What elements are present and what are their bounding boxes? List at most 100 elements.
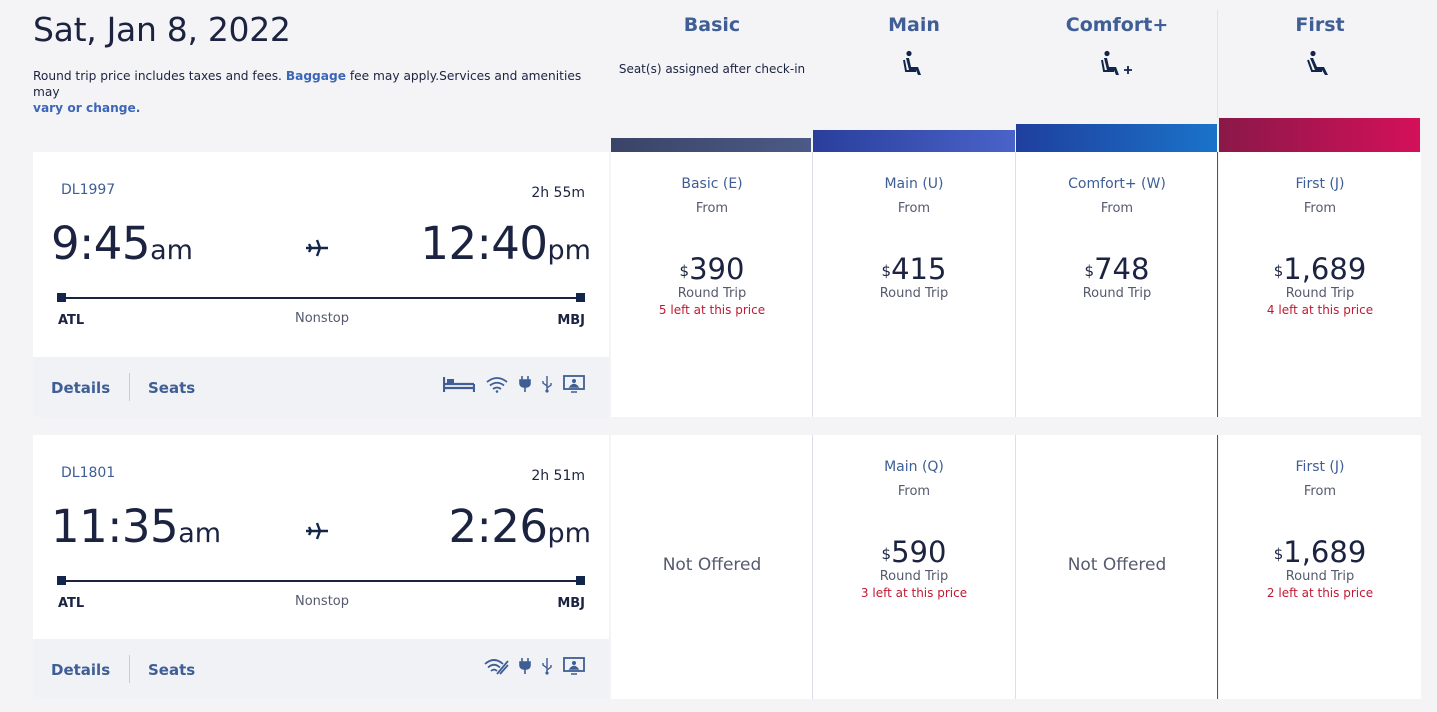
fare-from-label: From	[897, 201, 931, 216]
flight-number[interactable]: DL1801	[61, 465, 116, 481]
fare-price: $390	[611, 252, 813, 286]
fare-price-value: 390	[689, 252, 745, 286]
flight-card[interactable]: DL1801 2h 51m 11:35am 2:26pm ATL Nonstop…	[33, 435, 609, 699]
vary-or-change-link[interactable]: vary or change.	[33, 101, 141, 115]
stops-label: Nonstop	[295, 311, 349, 326]
flight-card-footer: Details Seats	[33, 357, 609, 417]
flight-card[interactable]: DL1997 2h 55m 9:45am 12:40pm ATL Nonstop…	[33, 152, 609, 417]
wifi-icon[interactable]	[485, 375, 509, 397]
seat-plus-icon	[1016, 50, 1218, 80]
cell-divider	[812, 152, 813, 417]
fare-price: $415	[813, 252, 1015, 286]
currency-symbol: $	[881, 262, 892, 280]
seats-link[interactable]: Seats	[148, 379, 196, 397]
usb-icon[interactable]	[541, 657, 553, 679]
currency-symbol: $	[881, 545, 892, 563]
departure-ampm: am	[150, 235, 193, 266]
currency-symbol: $	[679, 262, 690, 280]
origin-airport: ATL	[58, 596, 85, 611]
flight-duration: 2h 51m	[531, 468, 585, 484]
fare-from-label: From	[1303, 201, 1337, 216]
fare-from-label: From	[1100, 201, 1134, 216]
fare-trip-type: Round Trip	[1285, 569, 1355, 584]
stops-label: Nonstop	[295, 594, 349, 609]
cabin-header-basic[interactable]: Basic Seat(s) assigned after check-in	[611, 14, 813, 76]
footer-divider	[129, 373, 130, 401]
seats-left-notice: 4 left at this price	[1266, 303, 1374, 317]
baggage-link[interactable]: Baggage	[285, 69, 346, 83]
fare-class: Comfort+ (W)	[1068, 176, 1166, 192]
fare-class: Basic (E)	[681, 176, 743, 192]
airplane-icon	[305, 238, 329, 262]
cell-divider	[812, 435, 813, 699]
destination-airport: MBJ	[557, 596, 585, 611]
arrival-time: 2:26pm	[448, 497, 591, 564]
comfort-cabin-bar	[1016, 124, 1217, 152]
cabin-header-main[interactable]: Main	[813, 14, 1015, 80]
fare-class: First (J)	[1295, 459, 1345, 475]
seats-left-notice: 2 left at this price	[1266, 586, 1374, 600]
fare-from-label: From	[1303, 484, 1337, 499]
currency-symbol: $	[1084, 262, 1095, 280]
fare-cell-main[interactable]: Main (U) From $415 Round Trip	[813, 152, 1015, 417]
destination-marker	[576, 293, 585, 302]
fare-cell-first[interactable]: First (J) From $1,689 Round Trip 4 left …	[1219, 152, 1421, 417]
cabin-header-comfort-plus[interactable]: Comfort+	[1016, 14, 1218, 80]
departure-time: 9:45am	[51, 214, 193, 281]
fare-price: $1,689	[1219, 535, 1421, 569]
fare-from-label: From	[897, 484, 931, 499]
fare-cell-main[interactable]: Main (Q) From $590 Round Trip 3 left at …	[813, 435, 1015, 699]
first-cabin-bar	[1219, 118, 1420, 152]
fare-class: Main (U)	[884, 176, 944, 192]
fare-price-value: 1,689	[1283, 252, 1367, 286]
fare-info-text: Round trip price includes taxes and fees…	[33, 68, 603, 116]
fare-trip-type: Round Trip	[1285, 286, 1355, 301]
fare-trip-type: Round Trip	[677, 286, 747, 301]
currency-symbol: $	[1273, 262, 1284, 280]
info-text-fee: fee may apply.	[349, 69, 440, 83]
cell-divider	[1015, 152, 1016, 417]
airplane-icon	[305, 521, 329, 545]
origin-marker	[57, 293, 66, 302]
entertainment-icon[interactable]	[563, 657, 585, 679]
origin-airport: ATL	[58, 313, 85, 328]
fare-trip-type: Round Trip	[1082, 286, 1152, 301]
details-link[interactable]: Details	[51, 379, 111, 397]
power-icon[interactable]	[519, 657, 531, 679]
cell-divider	[1015, 435, 1016, 699]
arrival-time: 12:40pm	[420, 214, 591, 281]
arrival-ampm: pm	[547, 235, 591, 266]
usb-icon[interactable]	[541, 375, 553, 397]
footer-divider	[129, 655, 130, 683]
route-line	[61, 297, 581, 299]
destination-airport: MBJ	[557, 313, 585, 328]
wifi-fast-icon[interactable]	[483, 657, 509, 679]
info-text-services: Services and amenities may	[33, 69, 582, 99]
fare-from-label: From	[695, 201, 729, 216]
fare-cell-basic: Not Offered	[611, 435, 813, 699]
flight-number[interactable]: DL1997	[61, 182, 116, 198]
fare-cell-comfort-plus: Not Offered	[1016, 435, 1218, 699]
seat-recline-icon	[1219, 50, 1421, 80]
cabin-name: Comfort+	[1065, 14, 1169, 36]
first-cabin-divider	[1217, 10, 1218, 118]
seats-left-notice: 5 left at this price	[658, 303, 766, 317]
departure-time-value: 9:45	[51, 217, 151, 270]
fare-trip-type: Round Trip	[879, 569, 949, 584]
power-icon[interactable]	[519, 375, 531, 397]
fare-cell-comfort-plus[interactable]: Comfort+ (W) From $748 Round Trip	[1016, 152, 1218, 417]
flight-duration: 2h 55m	[531, 185, 585, 201]
fare-cell-first[interactable]: First (J) From $1,689 Round Trip 2 left …	[1219, 435, 1421, 699]
cabin-header-first[interactable]: First	[1219, 14, 1421, 80]
cabin-subtitle: Seat(s) assigned after check-in	[618, 62, 806, 76]
details-link[interactable]: Details	[51, 661, 111, 679]
fare-class: Main (Q)	[884, 459, 944, 475]
fare-price-value: 1,689	[1283, 535, 1367, 569]
entertainment-icon[interactable]	[563, 375, 585, 397]
flat-bed-icon[interactable]	[442, 375, 476, 397]
seats-link[interactable]: Seats	[148, 661, 196, 679]
destination-marker	[576, 576, 585, 585]
fare-cell-basic[interactable]: Basic (E) From $390 Round Trip 5 left at…	[611, 152, 813, 417]
fare-price: $748	[1016, 252, 1218, 286]
